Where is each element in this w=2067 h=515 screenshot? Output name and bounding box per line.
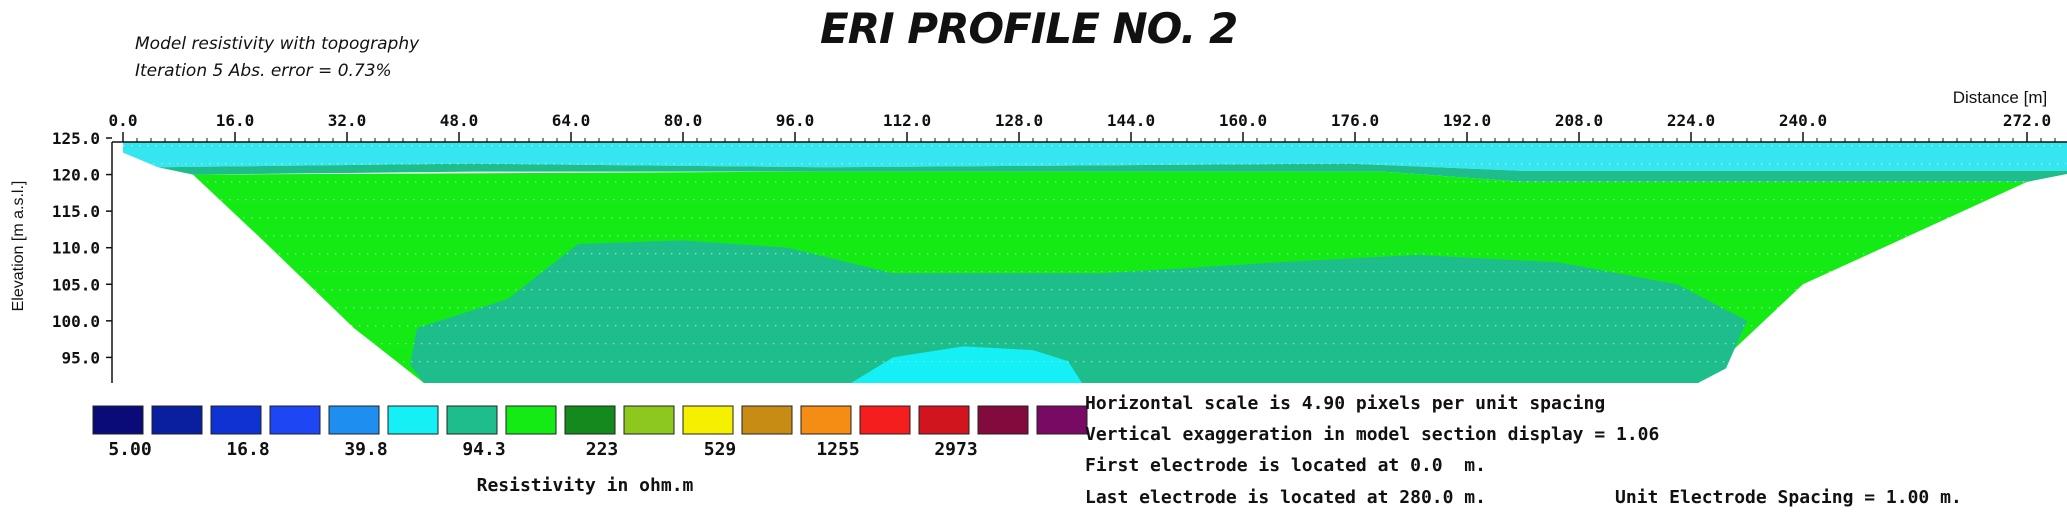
data-grid-dots xyxy=(123,145,2067,363)
x-tick-label: 32.0 xyxy=(328,111,367,130)
x-tick-label: 176.0 xyxy=(1331,111,1379,130)
scale-info-line-1: Horizontal scale is 4.90 pixels per unit… xyxy=(1085,393,1606,414)
x-tick-label: 112.0 xyxy=(883,111,931,130)
subtitle-line-1: Model resistivity with topography xyxy=(135,34,420,54)
colorbar-tick-label: 16.8 xyxy=(226,439,269,460)
zone-lens xyxy=(851,346,1082,383)
colorbar-swatch xyxy=(328,405,380,435)
colorbar-swatch xyxy=(151,405,203,435)
colorbar-tick-label: 5.00 xyxy=(108,439,151,460)
colorbar-swatch xyxy=(92,405,144,435)
scale-info-line-3: First electrode is located at 0.0 m. xyxy=(1085,455,1486,476)
scale-info-line-2: Vertical exaggeration in model section d… xyxy=(1085,424,1660,445)
colorbar-swatch xyxy=(505,405,557,435)
colorbar-tick-label: 2973 xyxy=(934,439,977,460)
colorbar-swatch xyxy=(269,405,321,435)
x-tick-label: 80.0 xyxy=(664,111,703,130)
colorbar-tick-label: 529 xyxy=(704,439,737,460)
y-tick-label: 100.0 xyxy=(52,312,100,331)
x-tick-label: 96.0 xyxy=(776,111,815,130)
scale-info-line-4: Last electrode is located at 280.0 m. xyxy=(1085,487,1486,508)
colorbar-tick-label: 94.3 xyxy=(462,439,505,460)
subtitle-line-2: Iteration 5 Abs. error = 0.73% xyxy=(135,61,392,81)
model-cell-dots xyxy=(123,145,2067,363)
y-tick-label: 120.0 xyxy=(52,166,100,185)
colorbar-swatch xyxy=(800,405,852,435)
x-tick-label: 64.0 xyxy=(552,111,591,130)
zone-intermediate-layer xyxy=(158,163,2067,182)
x-tick-label: 240.0 xyxy=(1779,111,1827,130)
x-tick-label: 144.0 xyxy=(1107,111,1155,130)
colorbar-swatch xyxy=(977,405,1029,435)
colorbar-swatch xyxy=(387,405,439,435)
y-tick-label: 125.0 xyxy=(52,129,100,148)
x-tick-label: 192.0 xyxy=(1443,111,1491,130)
y-axis-label: Elevation [m a.s.l.] xyxy=(10,181,27,312)
colorbar-swatch xyxy=(918,405,970,435)
x-tick-label: 160.0 xyxy=(1219,111,1267,130)
chart-title: ERI PROFILE NO. 2 xyxy=(820,4,1238,53)
x-tick-label: 208.0 xyxy=(1555,111,1603,130)
x-tick-label: 224.0 xyxy=(1667,111,1715,130)
colorbar: 5.00 16.8 39.8 94.3 223 529 1255 2973 xyxy=(92,405,1088,460)
colorbar-tick-label: 1255 xyxy=(816,439,859,460)
colorbar-swatch xyxy=(210,405,262,435)
x-tick-label: 0.0 xyxy=(109,111,138,130)
colorbar-swatch xyxy=(446,405,498,435)
scale-info-line-4b: Unit Electrode Spacing = 1.00 m. xyxy=(1615,487,1962,508)
y-tick-label: 110.0 xyxy=(52,239,100,258)
colorbar-swatch xyxy=(859,405,911,435)
x-tick-label: 272.0 xyxy=(2003,111,2051,130)
x-tick-label: 16.0 xyxy=(216,111,255,130)
colorbar-swatch xyxy=(682,405,734,435)
y-tick-label: 115.0 xyxy=(52,202,100,221)
colorbar-swatch xyxy=(1036,405,1088,435)
axes: 0.0 16.0 32.0 48.0 64.0 80.0 96.0 112.0 128.0 144… xyxy=(52,111,2067,383)
x-tick-label: 48.0 xyxy=(440,111,479,130)
colorbar-swatch xyxy=(741,405,793,435)
colorbar-swatch xyxy=(564,405,616,435)
colorbar-swatch xyxy=(623,405,675,435)
x-axis-label: Distance [m] xyxy=(1953,88,2047,107)
resistivity-zones xyxy=(123,141,2067,383)
zone-deep-zone xyxy=(410,240,1747,383)
y-tick-label: 105.0 xyxy=(52,275,100,294)
colorbar-tick-label: 39.8 xyxy=(344,439,387,460)
x-tick-label: 128.0 xyxy=(995,111,1043,130)
colorbar-label: Resistivity in ohm.m xyxy=(477,475,694,496)
colorbar-tick-label: 223 xyxy=(586,439,619,460)
y-tick-label: 95.0 xyxy=(61,348,100,367)
